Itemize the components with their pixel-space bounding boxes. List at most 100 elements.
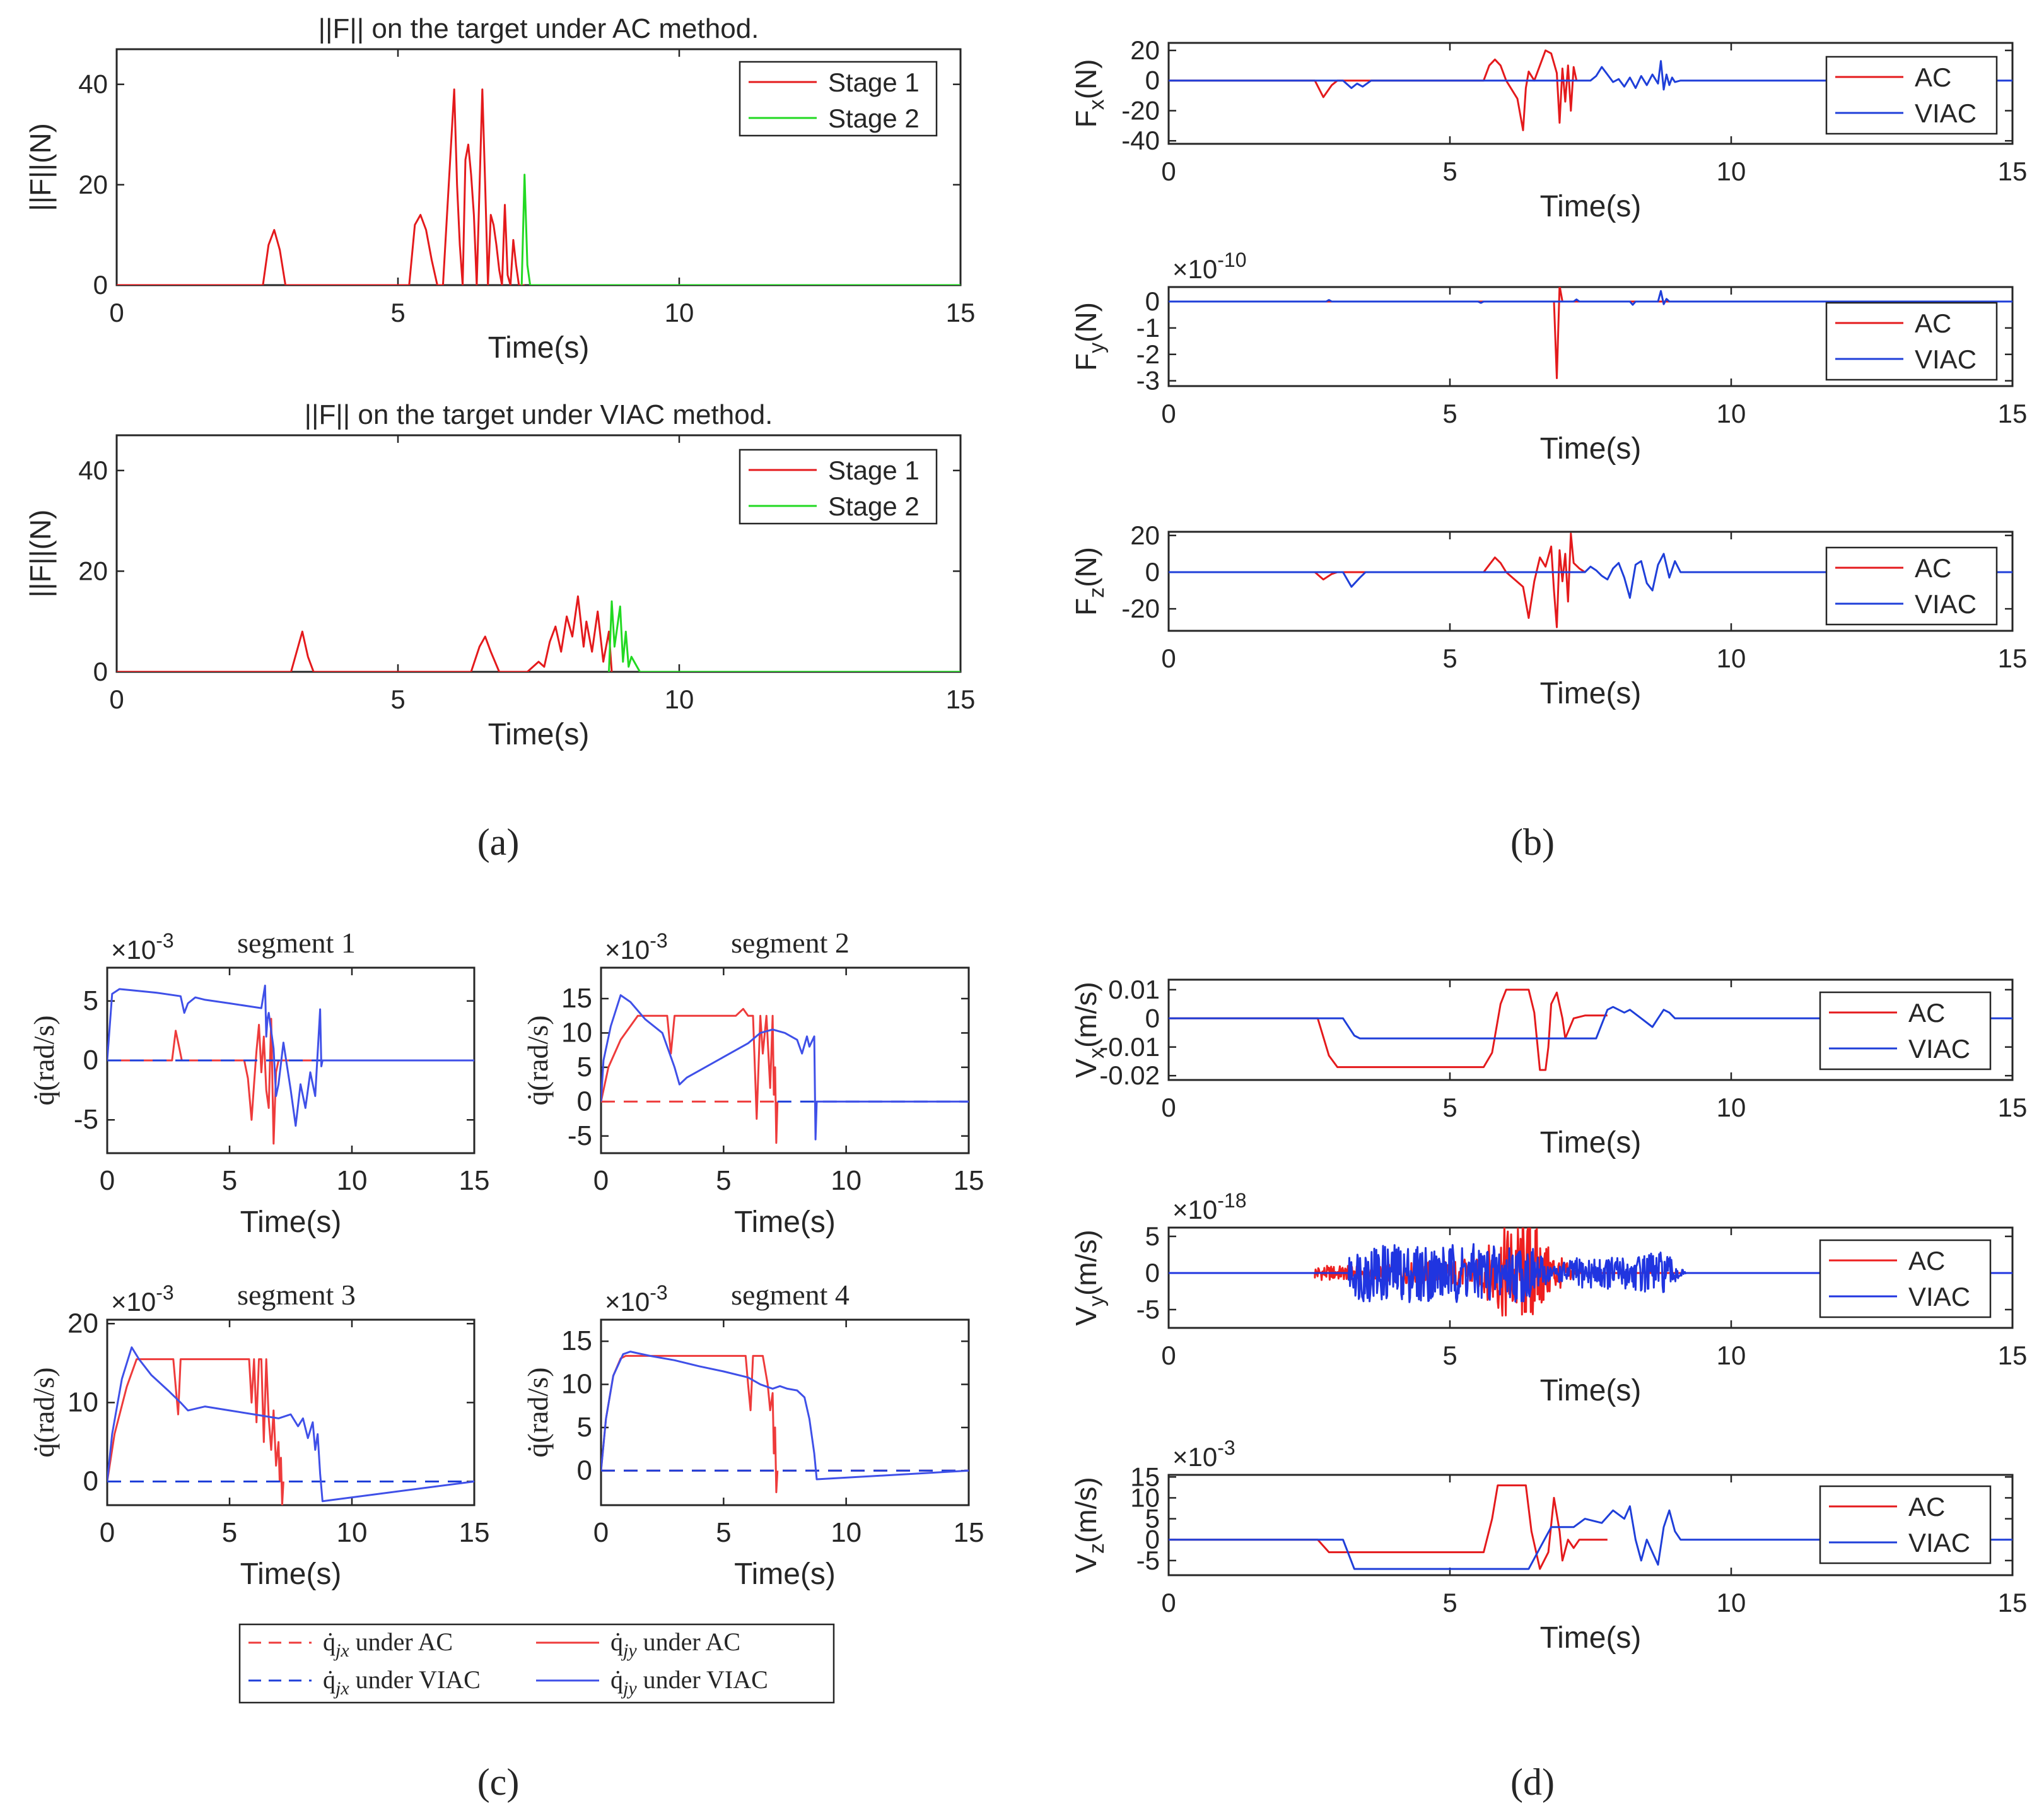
x-tick-label-b1: 10 — [1717, 156, 1746, 186]
x-tick-label-b1: 5 — [1442, 156, 1457, 186]
y-axis-label-c4: q̇(rad/s) — [522, 1367, 554, 1457]
y-tick-label-c1: 0 — [83, 1045, 98, 1076]
series-line-c3-q-jy-under-viac — [107, 1346, 474, 1503]
x-axis-label-d2: Time(s) — [1540, 1374, 1642, 1407]
series-line-a1-stage-1 — [117, 88, 525, 285]
x-tick-label-b2: 0 — [1161, 399, 1176, 428]
title-a1: ||F|| on the target under AC method. — [318, 13, 759, 44]
y-tick-label-d3: 5 — [1145, 1504, 1160, 1534]
y-axis-label-unit: (m/s) — [1070, 982, 1102, 1048]
series-group-d2 — [1169, 1228, 2012, 1317]
y-tick-label-d1: 0 — [1145, 1003, 1160, 1033]
x-tick-label-c2: 15 — [954, 1165, 984, 1196]
x-tick-label-b2: 5 — [1442, 399, 1457, 428]
legend-c-text: under AC — [637, 1628, 740, 1656]
y-tick-label-b3: 0 — [1145, 557, 1160, 587]
title-c1: segment 1 — [237, 927, 356, 959]
panel-label-d: (d) — [1510, 1761, 1555, 1803]
legend-label-b2: AC — [1915, 308, 1951, 338]
panel-label-a: (a) — [477, 821, 520, 863]
plot-area-c4 — [600, 1318, 970, 1506]
scale-label-c1: ×10-3 — [111, 929, 174, 965]
y-tick-label-c4: 0 — [577, 1455, 592, 1486]
x-axis-label-b2: Time(s) — [1540, 432, 1642, 466]
x-tick-label-c4: 10 — [831, 1517, 861, 1548]
legend-label-b2: VIAC — [1915, 344, 1977, 374]
legend-c-text: under AC — [349, 1628, 453, 1656]
scale-exponent: -3 — [650, 929, 667, 952]
series-line-d2-viac — [1169, 1243, 2012, 1303]
legend-c-sub: jy — [621, 1678, 637, 1699]
legend-box-d2 — [1819, 1239, 1992, 1318]
x-tick-label-a1: 15 — [946, 298, 976, 327]
legend-label-d1: VIAC — [1908, 1034, 1970, 1064]
legend-panel-c: q̇jx under AC q̇jy under ACq̇jx under VIA… — [238, 1623, 835, 1704]
y-axis-label-c2: q̇(rad/s) — [522, 1015, 554, 1105]
legend-label-b1: VIAC — [1915, 98, 1977, 128]
series-line-d1-viac — [1169, 1006, 2012, 1040]
x-tick-label-b2: 10 — [1717, 399, 1746, 428]
y-tick-label-c2: 10 — [561, 1017, 592, 1048]
legend-box-a2 — [739, 449, 938, 525]
y-axis-label-b2: Fy(N) — [1070, 302, 1109, 371]
y-axis-label-sub: x — [1085, 1048, 1109, 1059]
x-tick-label-b3: 10 — [1717, 643, 1746, 673]
y-tick-label-a2: 0 — [93, 657, 108, 686]
legend-box-b1 — [1825, 56, 1998, 135]
x-tick-label-a1: 0 — [109, 298, 124, 327]
y-tick-label-d3: 15 — [1130, 1462, 1160, 1491]
x-tick-label-a2: 5 — [390, 684, 405, 714]
y-tick-label-c4: 5 — [577, 1412, 592, 1443]
scale-label-d3: ×10-3 — [1172, 1436, 1235, 1472]
y-tick-label-c3: 10 — [67, 1387, 98, 1417]
y-tick-label-c3: 20 — [67, 1308, 98, 1339]
y-axis-label-a1: ||F||(N) — [24, 123, 57, 211]
x-tick-label-d1: 5 — [1442, 1093, 1457, 1122]
series-group-c2 — [601, 994, 969, 1144]
legend-label-a2: Stage 1 — [828, 455, 920, 485]
x-tick-label-d3: 5 — [1442, 1588, 1457, 1617]
y-axis-label-unit: (N) — [1070, 302, 1102, 343]
y-tick-label-d1: -0.02 — [1099, 1060, 1160, 1090]
x-tick-label-a2: 10 — [665, 684, 694, 714]
y-axis-label-unit: (m/s) — [1070, 1229, 1102, 1296]
x-axis-label-c4: Time(s) — [734, 1558, 836, 1591]
legend-label-d1: AC — [1908, 998, 1945, 1028]
series-group-d1 — [1169, 989, 2012, 1071]
x-axis-label-d3: Time(s) — [1540, 1621, 1642, 1655]
legend-c-box — [238, 1623, 835, 1704]
scale-exponent: -3 — [650, 1281, 667, 1304]
x-tick-label-c1: 5 — [222, 1165, 237, 1196]
x-axis-label-a2: Time(s) — [488, 718, 590, 751]
y-tick-label-c1: -5 — [74, 1104, 98, 1135]
x-tick-label-d2: 15 — [1998, 1341, 2028, 1370]
y-axis-label-d2: Vy(m/s) — [1070, 1229, 1109, 1325]
legend-label-d2: AC — [1908, 1246, 1945, 1276]
x-tick-label-d3: 15 — [1998, 1588, 2028, 1617]
x-tick-label-a2: 0 — [109, 684, 124, 714]
legend-label-d3: VIAC — [1908, 1528, 1970, 1558]
series-line-c2-q-jy-under-viac — [601, 994, 969, 1141]
legend-box-a1 — [739, 61, 938, 137]
x-tick-label-c1: 10 — [337, 1165, 368, 1196]
x-tick-label-d3: 10 — [1717, 1588, 1746, 1617]
y-tick-label-d1: 0.01 — [1108, 975, 1160, 1004]
x-tick-label-a1: 10 — [665, 298, 694, 327]
series-group-b3 — [1169, 532, 2012, 628]
series-line-c4-q-jy-under-viac — [601, 1351, 969, 1481]
y-tick-label-b1: -20 — [1121, 95, 1160, 125]
y-axis-label-sub: y — [1085, 343, 1109, 353]
x-tick-label-c1: 0 — [100, 1165, 115, 1196]
legend-label-b3: VIAC — [1915, 589, 1977, 619]
y-tick-label-d2: -5 — [1136, 1294, 1160, 1324]
series-group-a2 — [117, 595, 961, 672]
x-tick-label-c1: 15 — [459, 1165, 490, 1196]
legend-label-d3: AC — [1908, 1492, 1945, 1522]
x-tick-label-d2: 5 — [1442, 1341, 1457, 1370]
y-tick-label-b1: 0 — [1145, 66, 1160, 95]
series-group-a1 — [117, 88, 961, 285]
